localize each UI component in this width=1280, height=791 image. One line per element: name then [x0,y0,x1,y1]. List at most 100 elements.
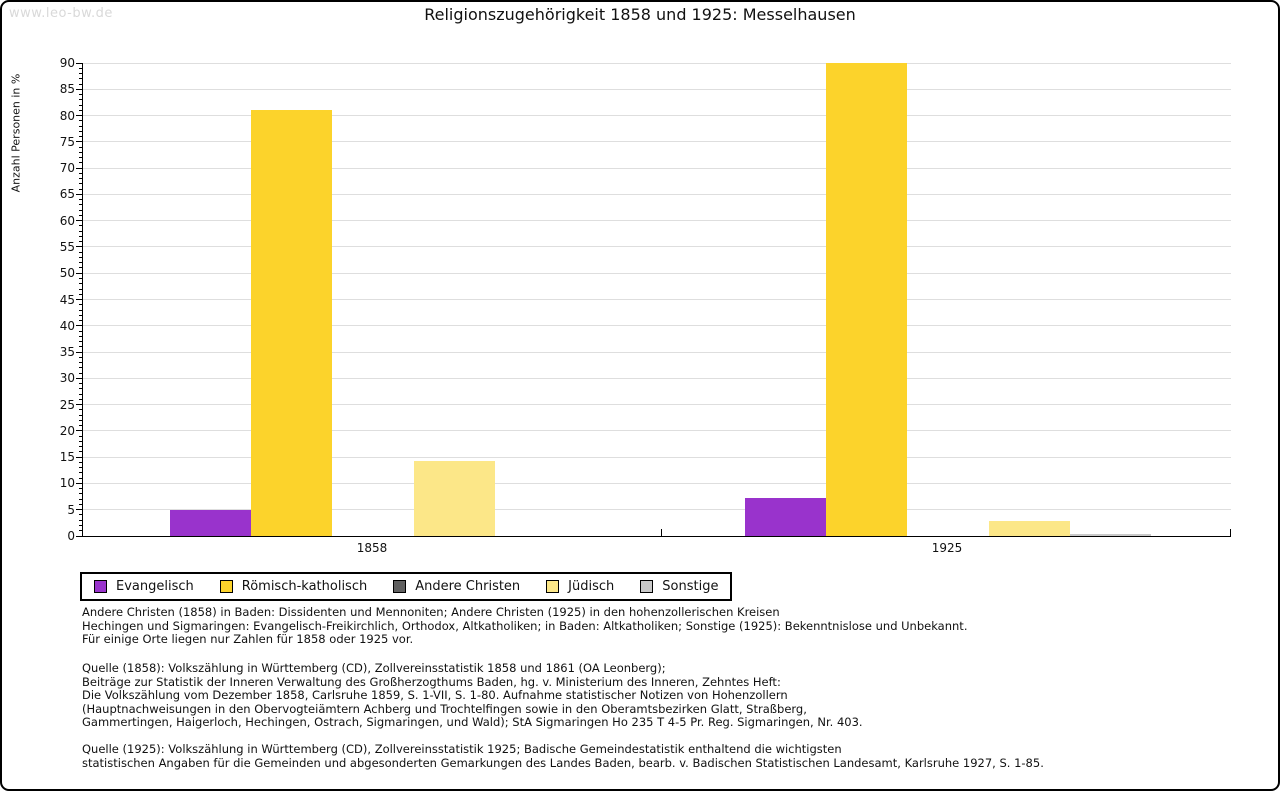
y-tick-label: 35 [59,345,75,360]
y-tick-minor [79,288,82,290]
y-tick-minor [79,409,82,411]
legend-swatch-evangelisch [94,580,107,593]
y-tick-label: 40 [59,318,75,333]
y-tick-major [76,351,82,353]
y-tick-minor [79,309,82,311]
footnote-notes: Andere Christen (1858) in Baden: Disside… [82,605,968,646]
gridline [83,115,1231,117]
y-tick-minor [79,330,82,332]
gridline [83,325,1231,327]
legend-item-evangelisch: Evangelisch [94,579,194,594]
y-tick-label: 45 [59,292,75,307]
y-tick-minor [79,199,82,201]
legend-label: Römisch-katholisch [241,579,368,594]
y-tick-minor [79,256,82,258]
gridline [83,167,1231,169]
y-tick-major [76,62,82,64]
gridline [83,351,1231,353]
bar-1858-evangelisch [170,509,252,536]
y-tick-major [76,272,82,274]
y-tick-minor [79,335,82,337]
legend-swatch-jüdisch [546,580,560,593]
y-tick-minor [79,104,82,106]
y-tick-label: 5 [67,502,75,517]
y-tick-minor [79,162,82,164]
y-tick-major [76,167,82,169]
y-tick-minor [79,525,82,526]
y-tick-major [76,299,82,300]
gridline [83,246,1231,248]
y-tick-minor [79,151,82,153]
y-tick-label: 90 [59,56,75,70]
page-title: Religionszugehörigkeit 1858 und 1925: Me… [424,5,856,24]
y-tick-minor [79,125,82,127]
legend-label: Andere Christen [415,579,521,594]
y-tick-minor [79,341,82,343]
y-tick-minor [79,146,82,148]
y-tick-minor [79,372,82,374]
legend-item-sonstige: Sonstige [640,579,718,594]
legend-item-römisch-katholisch: Römisch-katholisch [219,579,368,594]
y-tick-minor [79,83,82,85]
y-tick-label: 85 [59,82,75,97]
y-tick-label: 70 [59,161,75,176]
gridline [83,430,1231,432]
y-tick-minor [79,267,82,269]
legend-swatch-römisch-katholisch [219,580,233,593]
y-tick-minor [79,519,82,521]
y-tick-minor [79,356,82,358]
y-tick-major [76,404,82,406]
bar-1858-jüdisch [413,461,495,536]
y-tick-minor [79,99,82,101]
bar-1925-römisch-katholisch [826,63,908,536]
y-tick-minor [79,383,82,385]
y-tick-major [76,535,82,537]
bar-1925-jüdisch [988,521,1070,536]
y-tick-minor [79,209,82,211]
y-tick-minor [79,251,82,253]
y-tick-label: 30 [59,371,75,386]
legend-label: Sonstige [662,579,719,594]
y-tick-minor [79,446,82,448]
y-tick-label: 55 [59,239,75,254]
y-tick-minor [79,493,82,495]
y-tick-minor [79,157,82,159]
watermark: www.leo-bw.de [9,6,113,21]
legend-label: Evangelisch [116,579,194,594]
y-tick-minor [79,514,82,516]
y-tick-minor [79,120,82,122]
y-tick-major [76,509,82,511]
y-tick-label: 50 [59,266,75,281]
y-tick-minor [79,304,82,306]
gridline [83,220,1231,222]
y-tick-minor [79,130,82,132]
y-tick-label: 25 [59,397,75,412]
y-tick-minor [79,204,82,206]
gridline [83,62,1231,64]
gridline [83,193,1231,195]
y-tick-minor [79,320,82,322]
y-tick-label: 10 [59,476,75,491]
legend-swatch-sonstige [640,580,654,593]
y-tick-minor [79,472,82,474]
y-tick-minor [79,73,82,75]
y-tick-minor [79,293,82,295]
gridline [83,299,1231,300]
y-tick-minor [79,136,82,138]
legend-item-andere-christen: Andere Christen [393,579,520,594]
bar-1925-sonstige [1069,534,1151,536]
y-tick-minor [79,451,82,453]
y-tick-minor [79,477,82,479]
y-tick-minor [79,388,82,390]
y-tick-minor [79,467,82,469]
y-tick-major [76,456,82,458]
y-tick-minor [79,78,82,80]
gridline [83,141,1231,143]
gridline [83,404,1231,406]
plot-area [76,62,1231,537]
y-tick-minor [79,178,82,180]
y-tick-minor [79,262,82,264]
x-category-label-1925: 1925 [931,541,963,555]
y-tick-major [76,430,82,432]
